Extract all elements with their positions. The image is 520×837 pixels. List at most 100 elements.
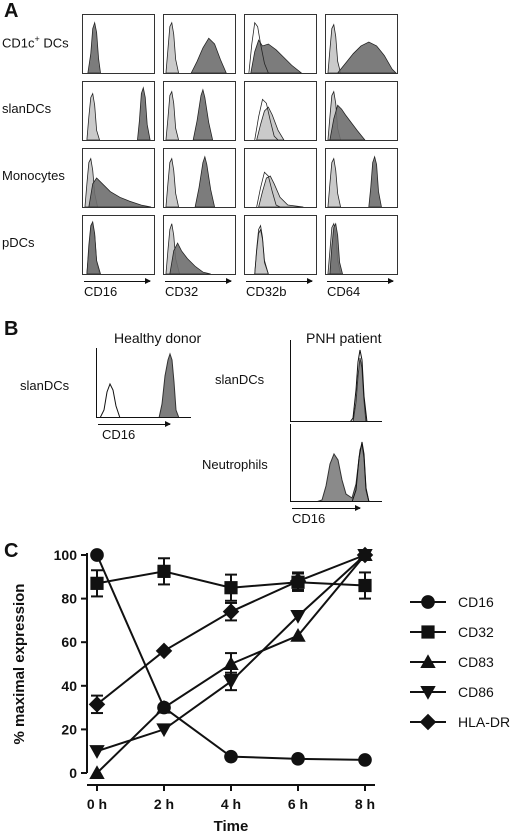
legend-marker [420,685,436,700]
healthy-axis-arrow [98,421,171,427]
legend-marker [421,595,435,609]
panel-a-row-label: CD1c+ DCs [2,34,69,50]
histogram-curve [137,86,151,140]
histogram-curve [250,39,303,73]
data-point [222,603,240,620]
data-point [156,699,172,714]
legend-label: HLA-DR [458,714,510,730]
histogram-curve [192,88,214,140]
y-tick-label: 0 [69,765,77,781]
healthy-histogram [96,348,191,419]
flow-histogram [325,148,398,208]
histogram-curve [258,175,304,207]
pnh-slandcs-histogram [290,340,382,423]
healthy-axis-label: CD16 [102,427,136,442]
histogram-curve [165,90,179,140]
data-point [89,745,105,759]
x-axis-label: Time [214,818,249,832]
flow-histogram [163,148,236,208]
flow-histogram [244,215,317,275]
flow-histogram [244,14,317,74]
flow-histogram [163,81,236,141]
x-tick-label: 2 h [154,796,174,812]
data-point [358,578,372,593]
flow-histogram [244,81,317,141]
histogram-curve [248,21,269,73]
histogram-curve [329,104,366,140]
legend-marker [421,625,435,639]
y-tick-label: 100 [54,547,78,563]
data-point [358,753,372,767]
panel-a-row-label: Monocytes [2,168,65,183]
legend-marker [419,713,437,731]
histogram-curve [169,242,211,274]
data-point [290,609,306,624]
row-label-text: CD1c [2,35,35,51]
panel-a-row-label: pDCs [2,235,35,250]
marker-axis-arrow [327,278,394,284]
flow-histogram [82,14,155,74]
x-tick-label: 4 h [221,796,241,812]
histogram-curve [165,157,179,207]
panel-b-letter: B [4,318,19,340]
pnh-slandcs-label: slanDCs [215,372,265,387]
expression-line-chart: 0 20 40 60 80 100 0 h 2 h 4 h 6 h 8 h Time % maximal… [0,540,520,835]
pnh-patient-title: PNH patient [306,330,382,346]
flow-histogram [82,81,155,141]
marker-axis-arrow [84,278,151,284]
histogram-curve [165,21,179,73]
legend-label: CD86 [458,684,494,700]
data-point [155,642,173,660]
data-point [223,656,239,671]
y-axis-label: % maximal expression [11,584,28,745]
histogram-curve [190,37,227,73]
y-tick-label: 40 [61,678,77,694]
flow-histogram [325,215,398,275]
histogram-curve [337,41,397,73]
data-point [223,675,239,690]
row-label-text: pDCs [2,235,35,250]
row-label-text: Monocytes [2,168,65,183]
data-point [356,546,374,564]
pnh-axis-arrow [292,505,361,511]
data-point [290,627,306,642]
data-point [90,548,104,562]
x-tick-label: 8 h [355,796,375,812]
histogram-curve [327,23,341,73]
row-label-tail: DCs [39,35,69,51]
line-chart-svg: 0 20 40 60 80 100 0 h 2 h 4 h 6 h 8 h Time % maximal… [11,546,510,835]
histogram-curve [254,224,269,274]
flow-histogram [163,215,236,275]
marker-axis-arrow [165,278,232,284]
legend-label: CD16 [458,594,494,610]
marker-axis-label: CD32 [165,284,199,299]
panel-c-letter: C [4,540,19,562]
histogram-curve [329,222,343,274]
panel-a-letter: A [4,0,19,22]
y-tick-label: 60 [61,634,77,650]
row-label-text: slanDCs [2,101,52,116]
data-point [289,572,307,590]
healthy-slandcs-label: slanDCs [20,378,70,393]
legend-label: CD83 [458,654,494,670]
pnh-neutrophils-label: Neutrophils [202,457,268,472]
healthy-donor-title: Healthy donor [114,330,202,346]
histogram-curve [256,171,281,207]
data-point [224,581,238,595]
histogram-curve [256,106,285,140]
flow-histogram [325,14,398,74]
flow-histogram [163,14,236,74]
data-point [157,564,171,578]
histogram-curve [368,155,382,207]
flow-histogram [325,81,398,141]
histogram-curve [86,92,100,140]
data-point [291,752,305,766]
panel-a-row-label: slanDCs [2,101,51,116]
x-tick-label: 6 h [288,796,308,812]
flow-histogram [82,148,155,208]
x-tick-label: 0 h [87,796,107,812]
flow-histogram [82,215,155,275]
histogram-curve [194,155,215,207]
marker-axis-label: CD32b [246,284,287,299]
pnh-neutrophils-histogram [290,424,382,503]
